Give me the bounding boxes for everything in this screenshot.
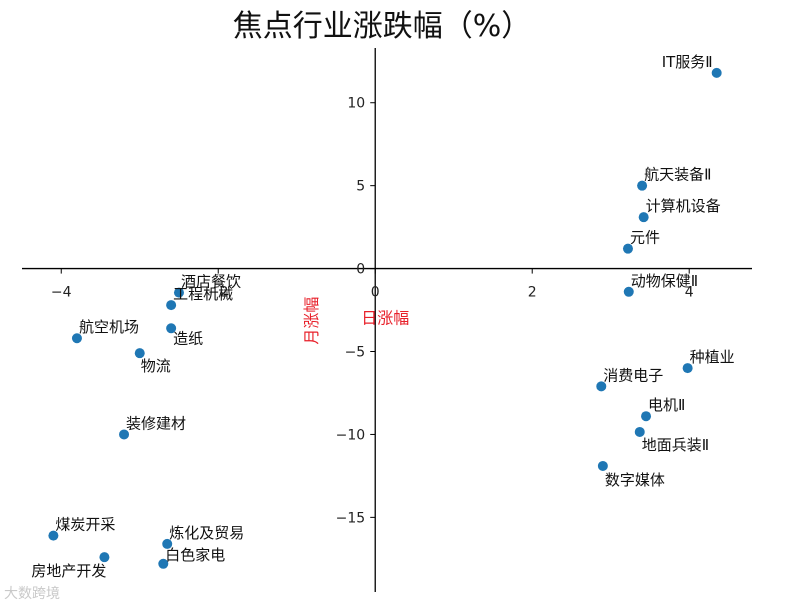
data-point: [711, 67, 722, 78]
point-label: 造纸: [173, 329, 203, 347]
x-tick-label: −4: [51, 285, 72, 301]
point-label: 航天装备Ⅱ: [644, 166, 711, 184]
data-point: [71, 333, 82, 344]
data-point: [162, 538, 173, 549]
point-label: 种植业: [690, 348, 735, 366]
data-point: [638, 212, 649, 223]
chart-title: 焦点行业涨跌幅（%）: [233, 9, 532, 44]
data-point: [641, 411, 652, 422]
point-label: 数字媒体: [605, 471, 665, 489]
y-tick-label: −10: [336, 427, 366, 443]
data-point: [682, 363, 693, 374]
data-point: [634, 426, 645, 437]
x-tick-label: 4: [685, 285, 694, 301]
point-label: 地面兵装Ⅱ: [642, 436, 709, 454]
data-point: [173, 287, 184, 298]
data-point: [119, 429, 130, 440]
data-point: [99, 552, 110, 563]
y-tick-label: 10: [347, 96, 365, 112]
point-label: 动物保健Ⅱ: [631, 272, 698, 290]
point-label: 元件: [630, 229, 660, 247]
point-label: 工程机械: [173, 285, 233, 303]
x-tick-label: 2: [528, 285, 537, 301]
y-axis-label: 月涨幅: [302, 297, 321, 345]
data-point: [158, 558, 169, 569]
point-label: 白色家电: [165, 546, 225, 564]
point-label: 计算机设备: [646, 197, 721, 215]
ticks: −4 −2 0 2 4 −15 −10 −5 0 5 10: [51, 96, 694, 527]
point-label: 房地产开发: [31, 562, 106, 580]
y-tick-label: −5: [345, 345, 366, 361]
point-label: 消费电子: [603, 366, 663, 384]
data-point: [597, 460, 608, 471]
point-label: 电机Ⅱ: [648, 396, 685, 414]
x-axis-label: 日涨幅: [361, 309, 409, 328]
watermark-text: 大数跨境: [4, 586, 60, 602]
data-point: [596, 381, 607, 392]
data-point: [623, 286, 634, 297]
data-point: [48, 530, 59, 541]
point-label: 装修建材: [126, 414, 186, 432]
point-label: 酒店餐饮: [181, 273, 241, 291]
point-label: 物流: [141, 357, 171, 375]
point-label: 航空机场: [79, 318, 139, 336]
data-point: [166, 300, 177, 311]
data-point: [166, 323, 177, 334]
y-tick-label: 0: [356, 262, 365, 278]
y-tick-label: 5: [356, 179, 365, 195]
point-label: 煤炭开采: [55, 516, 115, 534]
x-tick-label: −2: [208, 285, 229, 301]
data-point: [637, 180, 648, 191]
point-label: 炼化及贸易: [169, 524, 244, 542]
point-label: IT服务Ⅱ: [662, 53, 713, 71]
x-tick-label: 0: [371, 285, 380, 301]
data-point: [134, 348, 145, 359]
y-tick-label: −15: [336, 510, 366, 526]
data-point: [622, 243, 633, 254]
axes: [22, 48, 752, 592]
